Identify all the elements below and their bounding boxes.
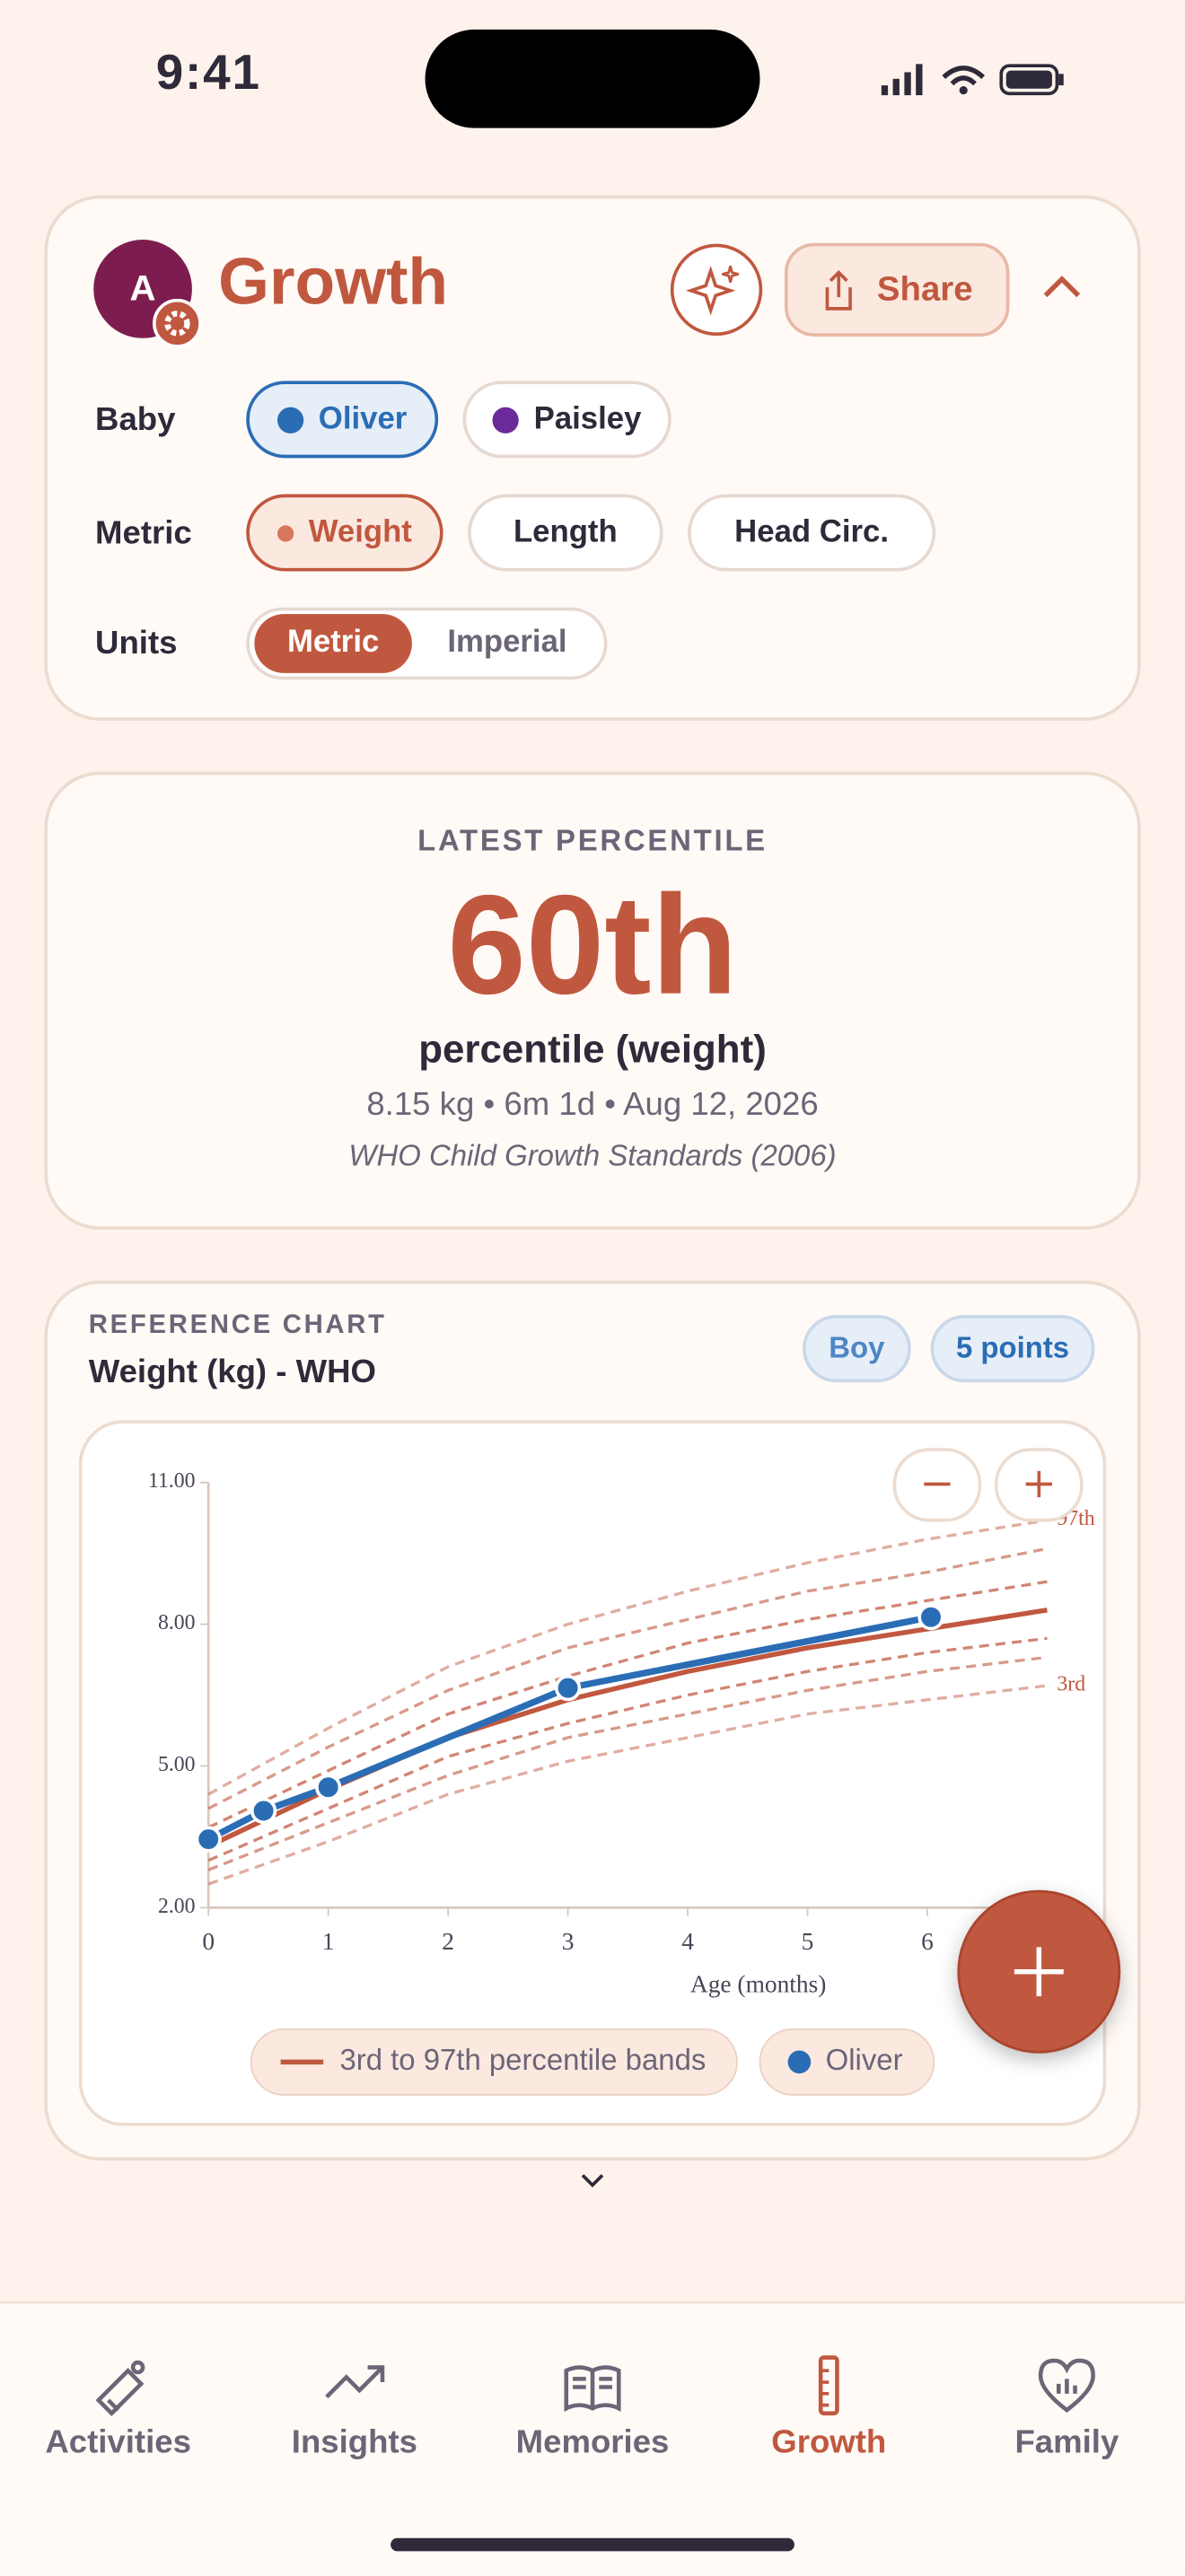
tab-bar [0, 2301, 1185, 2576]
detail: 8.15 kg • 6m 1d • Aug 12, 2026 [366, 1086, 819, 1124]
expand-chevron[interactable] [578, 2170, 608, 2190]
share-label: Share [876, 269, 973, 308]
tab-label[interactable]: Growth [771, 2424, 887, 2461]
status-icons [881, 64, 1064, 96]
x-tick-label: 6 [921, 1928, 934, 1955]
percentile-line [207, 1655, 1048, 1871]
percentile-line [207, 1546, 1048, 1810]
x-tick-label: 4 [681, 1928, 694, 1955]
y-tick-label: 11.00 [148, 1469, 196, 1493]
x-tick-label: 5 [802, 1928, 814, 1955]
chip-label: Length [513, 514, 618, 549]
tab-label[interactable]: Memories [515, 2424, 670, 2461]
add-button[interactable] [955, 1888, 1122, 2055]
percentile-line [207, 1519, 1048, 1796]
percentile-line [207, 1580, 1048, 1829]
data-point [917, 1604, 944, 1631]
chart-title: Weight (kg) - WHO [88, 1354, 376, 1391]
tab-label[interactable]: Activities [45, 2424, 191, 2461]
data-point [250, 1797, 277, 1825]
x-tick-label: 0 [202, 1928, 215, 1955]
summary-card [44, 771, 1141, 1230]
legend-swatch [787, 2050, 812, 2074]
chip-label: Oliver [318, 401, 408, 436]
chip-label: Weight [308, 514, 412, 549]
legend-pill [759, 2028, 935, 2096]
x-tick-label: 3 [562, 1928, 575, 1955]
dynamic-island [425, 29, 760, 128]
x-tick-label: 1 [322, 1928, 335, 1955]
collapse-button[interactable] [1040, 273, 1084, 302]
chip-label: Head Circ. [734, 514, 889, 549]
data-point [554, 1675, 582, 1702]
badge: 5 points [930, 1315, 1095, 1383]
units-option[interactable]: Metric [254, 614, 412, 673]
legend-label: 3rd to 97th percentile bands [339, 2043, 706, 2076]
filter-label: Baby [95, 402, 176, 439]
percentile-line [207, 1684, 1048, 1886]
metric-chip[interactable]: Head Circ. [688, 494, 936, 572]
units-option[interactable]: Imperial [447, 625, 567, 661]
home-indicator [391, 2537, 794, 2552]
data-point [195, 1826, 222, 1853]
chip-label: Paisley [533, 401, 642, 436]
share-icon [826, 269, 853, 310]
caption: percentile (weight) [418, 1028, 767, 1073]
tab-label[interactable]: Family [1014, 2424, 1119, 2461]
x-axis-label: Age (months) [690, 1971, 827, 1998]
band-label: 3rd [1057, 1672, 1085, 1695]
tab-icons [95, 2355, 1095, 2417]
time: 9:41 [155, 46, 261, 101]
series-line [206, 1614, 932, 1843]
y-tick-label: 2.00 [158, 1895, 196, 1918]
x-tick-label: 2 [442, 1928, 454, 1955]
ai-button[interactable] [670, 243, 763, 337]
percentile-value: 60th [447, 866, 738, 1025]
eyebrow: LATEST PERCENTILE [417, 824, 768, 857]
median-line [207, 1608, 1048, 1849]
baby-chip[interactable]: Oliver [246, 381, 439, 459]
eyebrow: REFERENCE CHART [88, 1311, 387, 1340]
y-tick-label: 8.00 [158, 1611, 196, 1634]
percentile-line [207, 1636, 1048, 1862]
metric-chip[interactable]: Weight [246, 494, 443, 572]
baby-chip[interactable]: Paisley [462, 381, 672, 459]
legend-pill [250, 2028, 738, 2096]
y-tick-label: 5.00 [158, 1753, 196, 1776]
badge: Boy [803, 1315, 911, 1383]
legend-label: Oliver [826, 2043, 903, 2076]
filter-label: Units [95, 625, 178, 662]
share-button[interactable]: Share [784, 242, 1010, 337]
tab-label[interactable]: Insights [291, 2424, 417, 2461]
source: WHO Child Growth Standards (2006) [348, 1139, 837, 1172]
settings-badge[interactable] [153, 298, 202, 348]
data-point [315, 1774, 342, 1801]
page-title: Growth [218, 246, 449, 319]
filter-label: Metric [95, 515, 192, 552]
metric-chip[interactable]: Length [468, 494, 663, 572]
